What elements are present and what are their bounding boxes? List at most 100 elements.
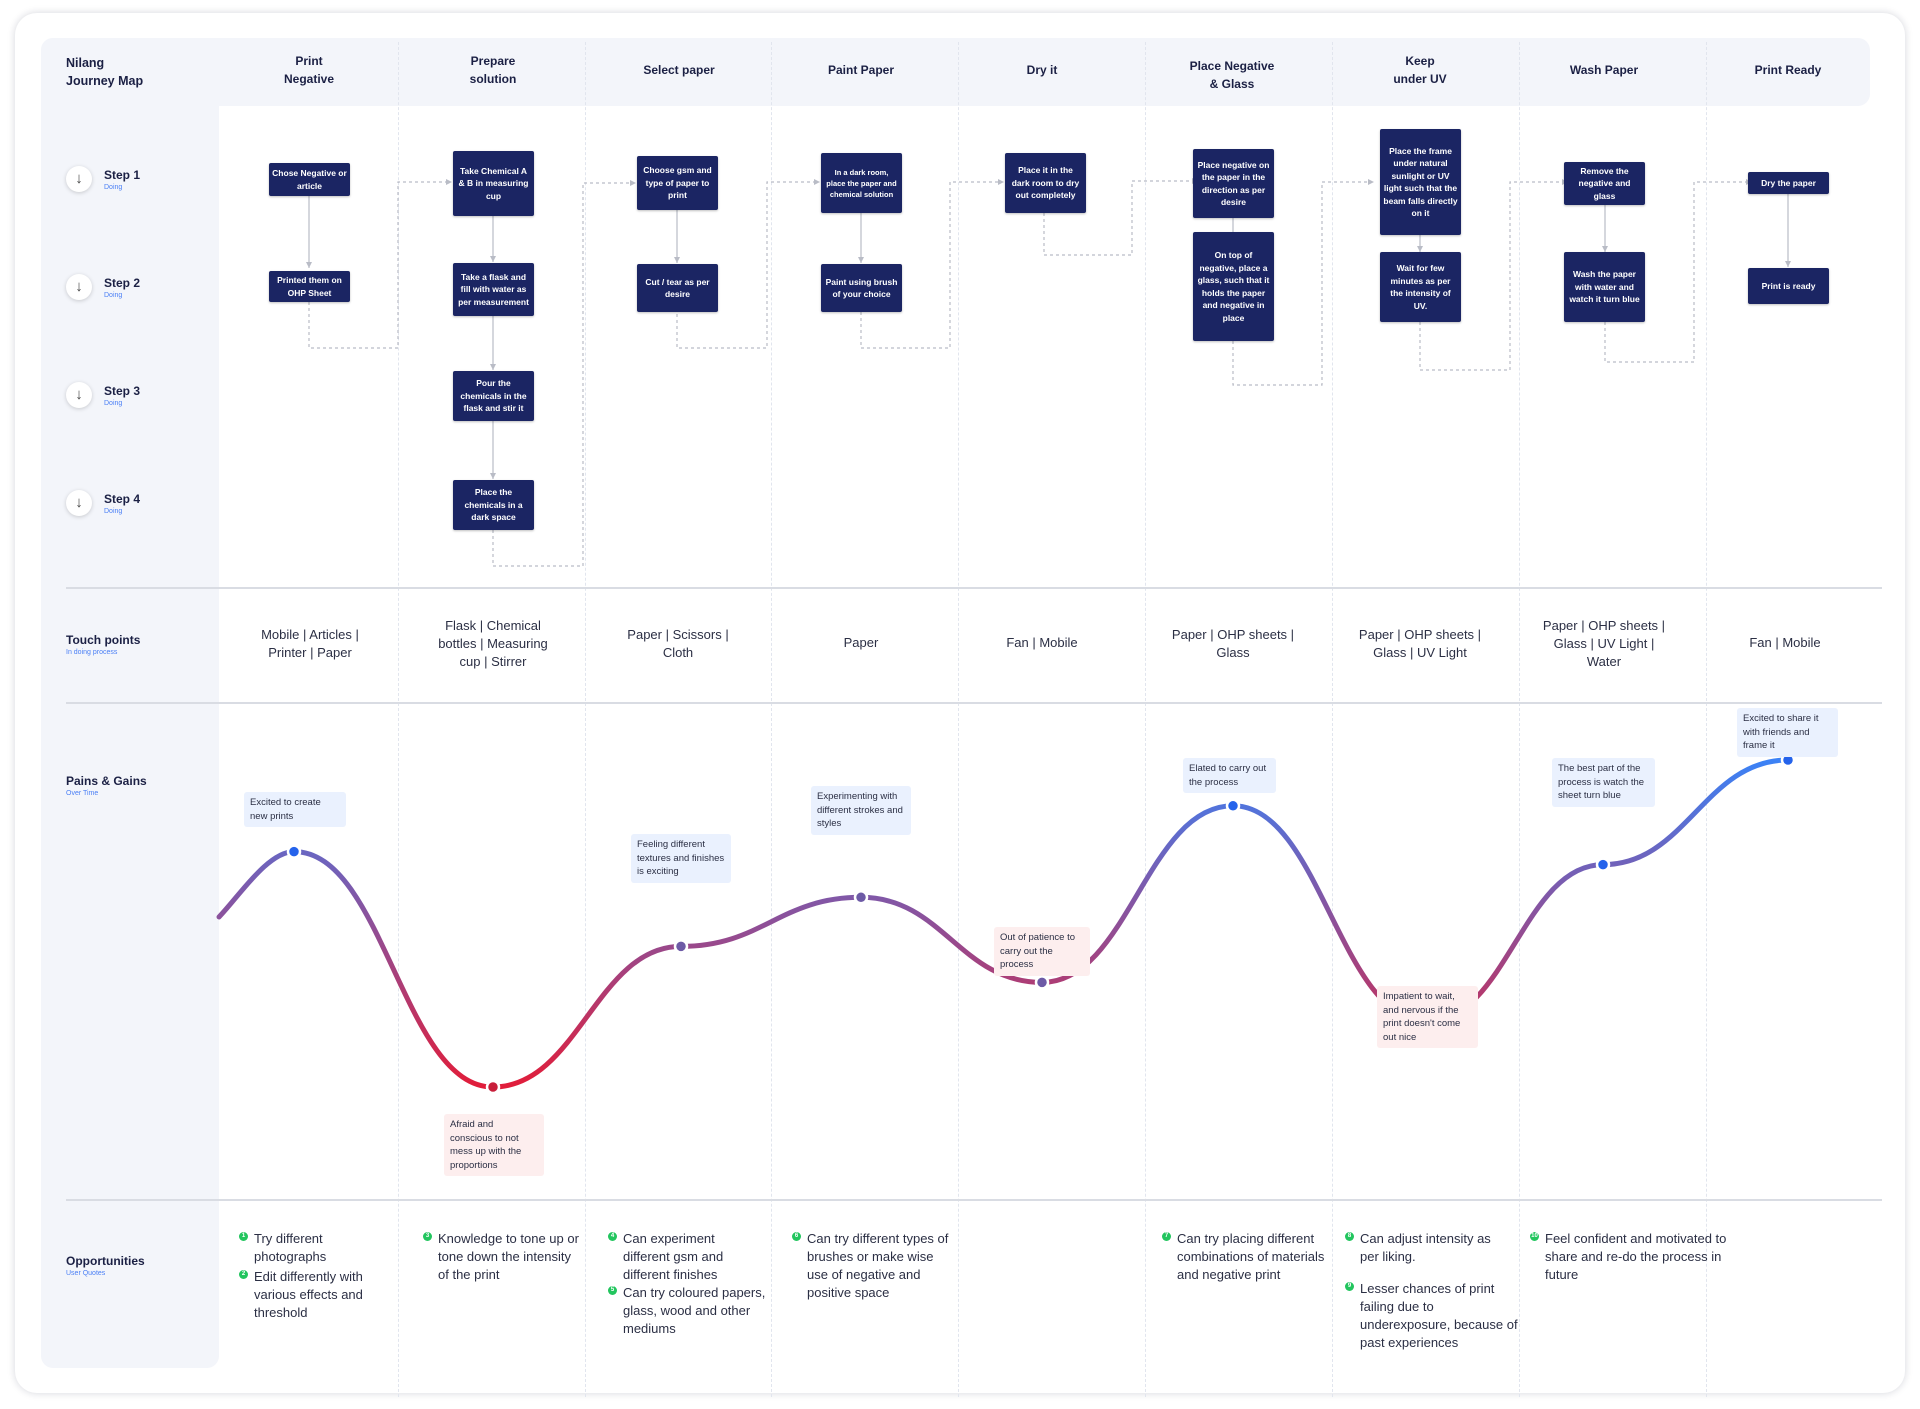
pains-gains-label: Pains & Gains — [66, 774, 147, 788]
touch-point-line: cup | Stirrer — [459, 654, 527, 669]
number-badge: 5 — [608, 1286, 617, 1295]
opportunities-sublabel: User Quotes — [66, 1270, 106, 1277]
arrow-head — [1602, 246, 1608, 252]
step-box: Take a flask and fill with water as per … — [453, 263, 534, 316]
arrow-head — [858, 257, 864, 263]
column-header-line: Print Ready — [1754, 63, 1822, 77]
gain-note: Elated to carry out the process — [1183, 758, 1276, 793]
opportunity-text: Try different photographs — [254, 1231, 327, 1264]
emotion-point — [286, 844, 302, 859]
column-divider — [1332, 42, 1333, 1397]
column-header-print-negative: Print Negative — [239, 52, 379, 88]
column-header-line: solution — [469, 72, 517, 86]
emotion-point — [1595, 857, 1611, 872]
opportunity-text: Can try placing different combinations o… — [1177, 1231, 1325, 1282]
step-box: Place negative on the paper in the direc… — [1193, 149, 1274, 218]
column-header-dry-it: Dry it — [972, 61, 1112, 79]
number-badge: 9 — [1345, 1282, 1354, 1291]
number-badge: 10 — [1530, 1232, 1539, 1241]
step-box: Place it in the dark room to dry out com… — [1005, 153, 1086, 213]
opportunity-item: 4 Can experiment different gsm and differ… — [608, 1230, 758, 1284]
arrow-down-icon: ↓ — [66, 166, 92, 192]
step-box: On top of negative, place a glass, such … — [1193, 232, 1274, 341]
opportunity-item: 6 Can try different types of brushes or m… — [792, 1230, 957, 1302]
touch-point-line: Paper | OHP sheets | — [1171, 627, 1295, 642]
step-label: Step 2 — [104, 276, 141, 290]
touch-point-line: Water — [1586, 654, 1622, 669]
step-box: Take Chemical A & B in measuring cup — [453, 151, 534, 216]
touch-point-line: Flask | Chemical — [445, 618, 541, 633]
column-header-line: & Glass — [1209, 77, 1255, 91]
arrow-head — [674, 257, 680, 263]
number-badge: 7 — [1162, 1232, 1171, 1241]
opportunity-item: 1 Try different photographs — [239, 1230, 389, 1266]
connector-dashed — [308, 181, 446, 349]
number-badge: 3 — [423, 1232, 432, 1241]
touch-points-label: Touch points — [66, 633, 141, 647]
column-divider — [398, 42, 399, 1397]
arrow-down-icon: ↓ — [66, 490, 92, 516]
column-header-line: Negative — [283, 72, 335, 86]
number-badge: 2 — [239, 1270, 248, 1279]
touch-point-line: Cloth — [662, 645, 694, 660]
connector-dashed — [1043, 180, 1192, 256]
step-box: Print is ready — [1748, 268, 1829, 304]
column-header-line: Select paper — [643, 63, 715, 77]
map-title-line: Journey Map — [66, 74, 144, 88]
column-header-line: Dry it — [1026, 63, 1058, 77]
opportunity-text: Can try coloured papers, glass, wood and… — [623, 1285, 766, 1336]
emotion-point — [1034, 975, 1050, 990]
touch-point: Paper | OHP sheets | Glass | UV Light | Wa… — [1519, 617, 1689, 671]
touch-point: Paper | OHP sheets | Glass — [1148, 626, 1318, 662]
step-box: Place the chemicals in a dark space — [453, 480, 534, 530]
number-badge: 8 — [1345, 1232, 1354, 1241]
opportunity-item: 9 Lesser chances of print failing due to … — [1345, 1280, 1520, 1352]
opportunity-text: Can adjust intensity as per liking. — [1360, 1231, 1491, 1264]
step-box: Cut / tear as per desire — [637, 264, 718, 312]
column-header-band — [41, 38, 1870, 106]
arrow-head — [630, 180, 636, 186]
connector-dashed — [492, 182, 630, 567]
pains-gains-sublabel: Over Time — [66, 790, 99, 797]
step-box: Choose gsm and type of paper to print — [637, 156, 718, 210]
touch-point: Flask | Chemical bottles | Measuring cup |… — [408, 617, 578, 671]
step-box: Wait for few minutes as per the intensit… — [1380, 252, 1461, 322]
touch-point-line: Printer | Paper — [268, 645, 352, 660]
gain-note: Feeling different textures and finishes … — [631, 834, 731, 883]
gain-note: Excited to share it with friends and fra… — [1737, 708, 1838, 757]
column-header-line: Prepare — [470, 54, 516, 68]
touch-point-line: Mobile | Articles | — [261, 627, 359, 642]
column-divider — [958, 42, 959, 1397]
touch-point-line: Glass | UV Light — [1373, 645, 1467, 660]
column-divider — [771, 42, 772, 1397]
touch-point-line: Paper | Scissors | — [627, 627, 729, 642]
pain-note: Impatient to wait, and nervous if the pr… — [1377, 986, 1478, 1048]
column-header-place-negative: Place Negative & Glass — [1162, 57, 1302, 93]
emotion-point — [485, 1079, 501, 1095]
step-sublabel: Doing — [104, 400, 123, 407]
touch-points-sublabel: In doing process — [66, 649, 118, 656]
number-badge: 1 — [239, 1232, 248, 1241]
map-title: Nilang Journey Map — [66, 54, 196, 90]
touch-point-line: Fan | Mobile — [1749, 635, 1821, 650]
step-box: Place the frame under natural sunlight o… — [1380, 129, 1461, 235]
arrow-head — [1417, 246, 1423, 252]
opportunity-item: 2 Edit differently with various effects a… — [239, 1268, 389, 1322]
step-box: In a dark room, place the paper and chem… — [821, 153, 902, 213]
opportunity-item: 5 Can try coloured papers, glass, wood an… — [608, 1284, 784, 1338]
arrow-head — [446, 179, 452, 185]
touch-point-line: Paper — [843, 635, 879, 650]
step-sublabel: Doing — [104, 184, 123, 191]
opportunity-text: Can experiment different gsm and differe… — [623, 1231, 724, 1282]
arrow-head — [1368, 179, 1374, 185]
touch-point-line: bottles | Measuring — [438, 636, 548, 651]
arrow-down-icon: ↓ — [66, 382, 92, 408]
step-box: Paint using brush of your choice — [821, 264, 902, 312]
column-divider — [1519, 42, 1520, 1397]
arrow-head — [814, 179, 820, 185]
gain-note: The best part of the process is watch th… — [1552, 758, 1655, 807]
touch-point-line: Paper | OHP sheets | — [1542, 618, 1666, 633]
touch-point: Fan | Mobile — [1700, 634, 1870, 652]
arrow-head — [490, 364, 496, 370]
touch-point: Paper | Scissors | Cloth — [593, 626, 763, 662]
